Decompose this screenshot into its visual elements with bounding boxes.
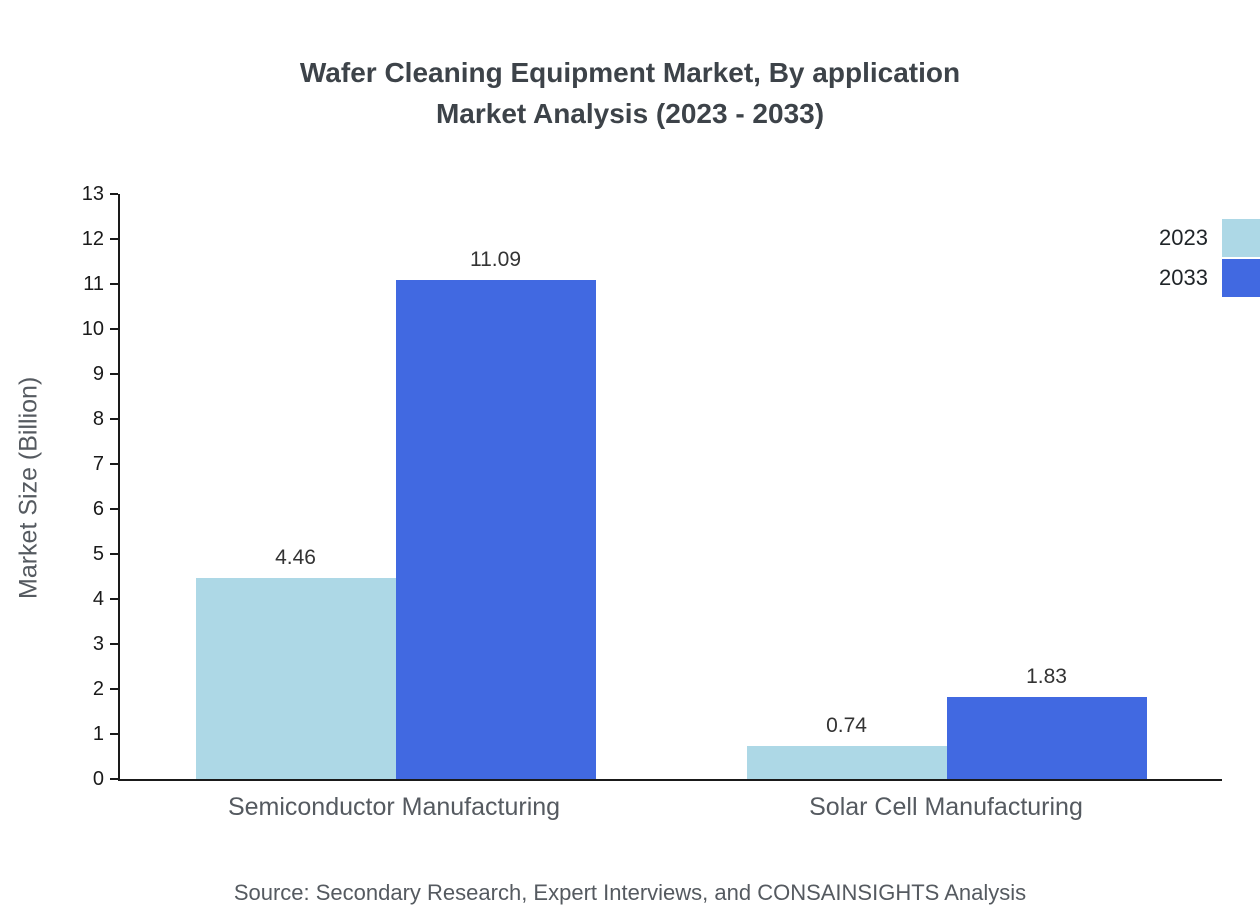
y-tick-mark — [110, 283, 118, 285]
y-tick-mark — [110, 238, 118, 240]
y-tick-label: 2 — [92, 678, 104, 700]
y-tick-label: 7 — [92, 453, 104, 475]
chart-title: Wafer Cleaning Equipment Market, By appl… — [0, 52, 1260, 134]
bar-value-label: 1.83 — [1026, 664, 1067, 688]
y-tick-mark — [110, 193, 118, 195]
legend-label: 2033 — [1159, 265, 1208, 290]
legend-swatch — [1222, 219, 1260, 257]
bar-2023: 0.74 — [746, 714, 947, 779]
source-note: Source: Secondary Research, Expert Inter… — [233, 880, 1027, 905]
legend-row: 2033 — [1159, 259, 1260, 297]
y-tick-label: 5 — [92, 543, 104, 565]
y-tick-label: 9 — [92, 363, 104, 385]
chart-title-line-1: Wafer Cleaning Equipment Market, By appl… — [299, 57, 961, 88]
y-tick-mark — [110, 373, 118, 375]
y-tick-label: 4 — [92, 588, 104, 610]
chart-title-line-2: Market Analysis (2023 - 2033) — [435, 98, 825, 129]
legend-swatch — [1222, 259, 1260, 297]
y-tick-label: 1 — [92, 723, 104, 745]
category-labels: Semiconductor Manufacturing Solar Cell Ma… — [118, 793, 1222, 822]
y-tick-mark — [110, 328, 118, 330]
y-tick-mark — [110, 553, 118, 555]
y-tick-mark — [110, 508, 118, 510]
y-tick-label: 8 — [92, 408, 104, 430]
y-tick-mark — [110, 778, 118, 780]
y-tick-label: 6 — [92, 498, 104, 520]
category-label: Solar Cell Manufacturing — [809, 793, 1083, 821]
legend-row: 2023 — [1159, 219, 1260, 257]
bar-group: 0.74 1.83 — [671, 194, 1222, 779]
bar-2033: 1.83 — [946, 665, 1147, 779]
y-tick-mark — [110, 733, 118, 735]
y-tick-mark — [110, 643, 118, 645]
bar-group: 4.46 11.09 — [120, 194, 671, 779]
legend-label: 2023 — [1159, 225, 1208, 250]
bar-value-label: 0.74 — [826, 713, 867, 737]
y-tick-mark — [110, 463, 118, 465]
y-tick-label: 13 — [81, 183, 104, 205]
bar-value-label: 4.46 — [275, 546, 316, 570]
bar-2033: 11.09 — [395, 248, 596, 779]
bar-2023: 4.46 — [195, 546, 396, 779]
y-tick-label: 12 — [81, 228, 104, 250]
legend: 2023 2033 — [1159, 219, 1260, 297]
y-tick-label: 11 — [83, 273, 104, 295]
y-tick-mark — [110, 688, 118, 690]
bars-row: 4.46 11.09 0.74 1.83 — [120, 194, 1222, 779]
y-tick-label: 0 — [92, 768, 104, 790]
plot-area: 0 1 2 3 4 5 6 7 8 9 10 11 12 13 4.46 11.09 0.74 1.83 — [82, 184, 1222, 789]
y-axis-title: Market Size (Billion) — [14, 376, 43, 599]
category-label: Semiconductor Manufacturing — [227, 793, 561, 821]
y-tick-mark — [110, 418, 118, 420]
y-tick-mark — [110, 598, 118, 600]
y-tick-label: 10 — [81, 318, 104, 340]
y-tick-label: 3 — [92, 633, 104, 655]
bar-value-label: 11.09 — [470, 247, 521, 271]
